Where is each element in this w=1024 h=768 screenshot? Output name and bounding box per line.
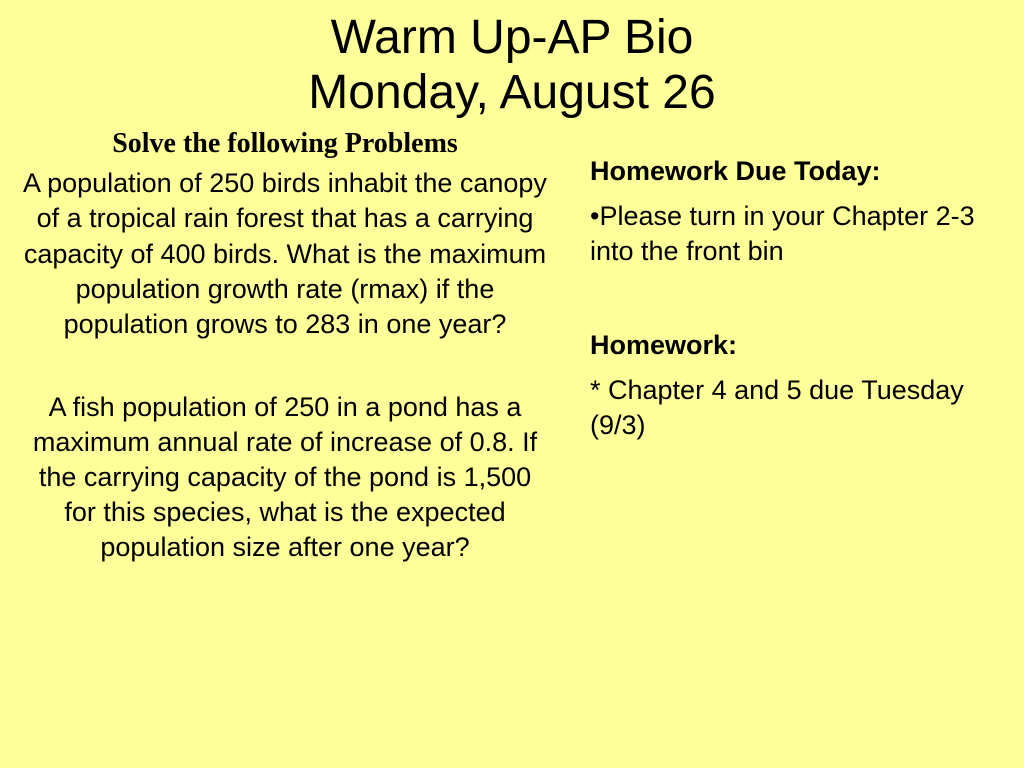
slide: Warm Up-AP Bio Monday, August 26 Solve t… [0, 0, 1024, 768]
title-block: Warm Up-AP Bio Monday, August 26 [20, 10, 1004, 120]
title-line-2: Monday, August 26 [20, 65, 1004, 120]
problem-2: A fish population of 250 in a pond has a… [20, 390, 550, 565]
content-columns: Solve the following Problems A populatio… [20, 128, 1004, 613]
homework-item: * Chapter 4 and 5 due Tuesday (9/3) [590, 373, 1004, 443]
homework-due-heading: Homework Due Today: [590, 156, 1004, 187]
problems-heading: Solve the following Problems [20, 128, 550, 160]
title-line-1: Warm Up-AP Bio [20, 10, 1004, 65]
right-column: Homework Due Today: •Please turn in your… [580, 128, 1004, 613]
problem-1: A population of 250 birds inhabit the ca… [20, 166, 550, 341]
homework-due-item: •Please turn in your Chapter 2-3 into th… [590, 199, 1004, 269]
homework-heading: Homework: [590, 330, 1004, 361]
left-column: Solve the following Problems A populatio… [20, 128, 550, 613]
